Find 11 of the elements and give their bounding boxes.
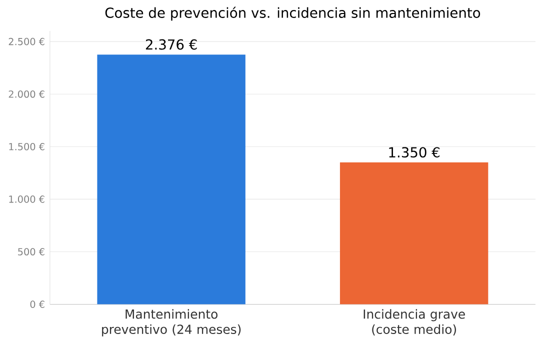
x-tick-label: Incidencia grave (coste medio) <box>364 309 465 336</box>
y-tick-label: 1.000 € <box>9 195 44 203</box>
chart-title: Coste de prevención vs. incidencia sin mantenimiento <box>105 6 480 21</box>
y-tick-label: 500 € <box>18 248 44 256</box>
y-tick-label: 2.000 € <box>8 90 44 98</box>
data-label: 2.376 € <box>146 39 197 50</box>
x-tick-label: Mantenimiento preventivo (24 meses) <box>102 309 241 336</box>
data-label: 1.350 € <box>389 146 440 158</box>
y-tick-label: 2.500 € <box>8 38 44 46</box>
y-tick-label: 1.500 € <box>9 142 44 150</box>
y-tick-label: 0 € <box>30 300 44 308</box>
